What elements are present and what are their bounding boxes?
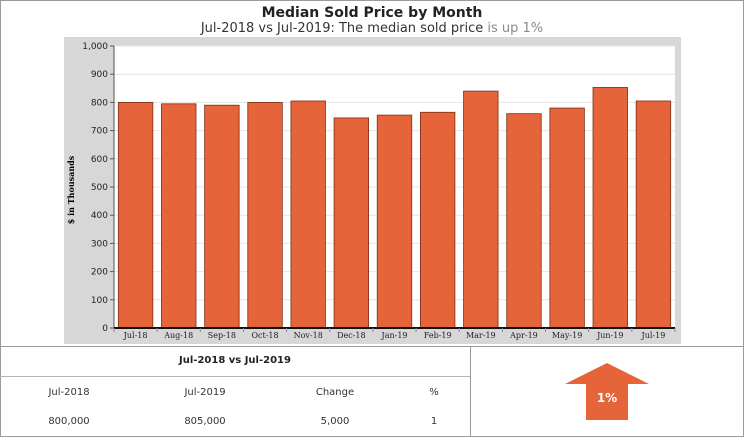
value-change: 5,000: [320, 416, 350, 427]
bar: [463, 90, 499, 329]
comparison-separator: [0, 376, 470, 377]
y-tick-label: 0: [102, 324, 108, 334]
bar: [592, 87, 628, 329]
bar: [549, 107, 585, 329]
header-percent: %: [429, 387, 439, 398]
x-tick-label: Jul-18: [123, 331, 148, 340]
x-tick-label: May-19: [552, 331, 582, 340]
y-tick-label: 200: [91, 268, 108, 278]
value-jul-2019: 805,000: [184, 416, 226, 427]
x-tick-label: Jul-19: [641, 331, 666, 340]
up-arrow-icon: [565, 363, 649, 420]
y-tick-label: 300: [91, 239, 108, 249]
y-tick-label: 600: [91, 155, 108, 165]
section-divider: [0, 346, 744, 347]
x-tick-label: Jan-19: [380, 331, 407, 340]
value-percent: 1: [430, 416, 438, 427]
value-jul-2018: 800,000: [48, 416, 90, 427]
bar: [333, 117, 370, 329]
subtitle-trend: is up 1%: [487, 21, 544, 36]
y-tick-label: 1,000: [82, 42, 108, 52]
chart-subtitle: Jul-2018 vs Jul-2019: The median sold pr…: [0, 21, 744, 36]
x-tick-label: Aug-18: [163, 331, 193, 340]
comparison-title: Jul-2018 vs Jul-2019: [179, 355, 291, 366]
x-tick-label: Mar-19: [466, 331, 496, 340]
x-tick-label: Sep-18: [208, 331, 236, 340]
y-tick-label: 100: [91, 296, 108, 306]
chart-title: Median Sold Price by Month: [261, 5, 483, 21]
bar: [290, 100, 326, 329]
x-tick-label: Jun-19: [596, 331, 623, 340]
y-axis-label: $ in Thousands: [66, 155, 76, 225]
x-tick-label: Feb-19: [424, 331, 452, 340]
bar: [117, 102, 154, 329]
bar: [506, 113, 542, 329]
bar: [635, 100, 672, 329]
y-tick-label: 700: [91, 127, 108, 137]
subtitle-main: Jul-2018 vs Jul-2019: The median sold pr…: [200, 21, 484, 36]
bar: [204, 104, 240, 329]
bar: [376, 114, 413, 329]
bar-chart: 0 100 200 300 400 500 600 700 800 900 1,000 Jul-18 A…: [64, 37, 681, 344]
y-tick-label: 900: [91, 70, 108, 80]
header-change: Change: [315, 387, 355, 398]
x-tick-label: Dec-18: [337, 331, 366, 340]
panel-divider: [470, 346, 471, 437]
y-tick-label: 500: [91, 183, 108, 193]
header-jul-2018: Jul-2018: [48, 387, 90, 398]
bar: [161, 103, 197, 329]
y-tick-label: 400: [91, 211, 108, 221]
bar: [419, 111, 456, 329]
x-tick-label: Nov-18: [294, 331, 323, 340]
bar: [247, 102, 283, 329]
change-percent-badge: 1%: [596, 391, 618, 405]
x-tick-label: Oct-18: [251, 331, 278, 340]
y-tick-label: 800: [91, 98, 108, 108]
x-tick-label: Apr-19: [509, 331, 538, 340]
header-jul-2019: Jul-2019: [184, 387, 226, 398]
